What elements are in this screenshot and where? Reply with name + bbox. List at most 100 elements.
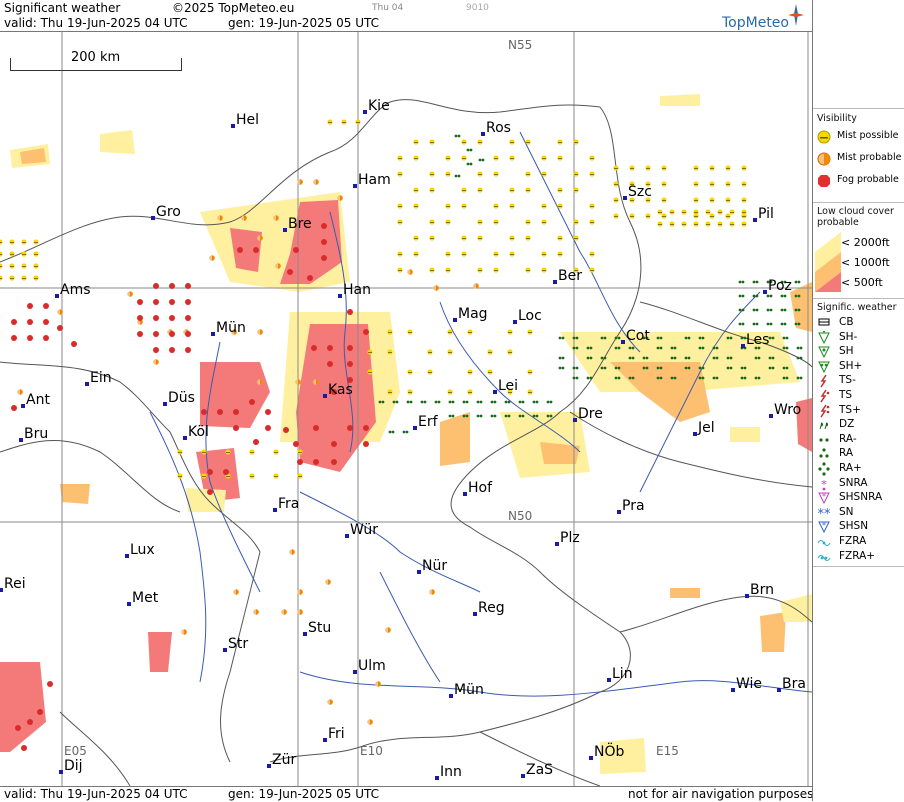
city-label: Pil: [758, 206, 774, 222]
drizzle-symbol: [490, 414, 497, 418]
drizzle-symbol: [392, 400, 399, 404]
mist-symbol: [461, 139, 467, 145]
fog-symbol: [233, 425, 239, 431]
fog-symbol: [169, 331, 175, 337]
mist-symbol: [525, 187, 531, 193]
mist-symbol: [613, 181, 619, 187]
city-marker: [623, 196, 627, 200]
city-marker: [413, 426, 417, 430]
drizzle-symbol: [738, 280, 745, 284]
mist-symbol: [705, 221, 711, 227]
mist-probable-symbol: [367, 719, 373, 725]
city-label: Mag: [458, 306, 488, 322]
drizzle-symbol: [752, 308, 759, 312]
fog-symbol: [313, 425, 319, 431]
city-label: Wür: [350, 522, 378, 538]
weather-map: 200 km N55 N50 E05 E10 E15 Hel Kie Ros Ham S…: [0, 32, 812, 786]
mist-symbol: [725, 197, 731, 203]
low-cloud-area: [760, 612, 786, 652]
drizzle-symbol: [462, 400, 469, 404]
fog-symbol: [363, 329, 369, 335]
drizzle-symbol: [572, 366, 579, 370]
city-label: Szc: [628, 184, 652, 200]
drizzle-symbol: [614, 376, 621, 380]
mist-symbol: [413, 235, 419, 241]
fog-symbol: [185, 283, 191, 289]
mist-symbol: [413, 251, 419, 257]
mist-symbol: [657, 221, 663, 227]
mist-symbol: [201, 449, 207, 455]
rain-icon: [819, 448, 829, 458]
generated-time: gen: 19-Jun-2025 05 UTC: [228, 16, 380, 30]
city-marker: [231, 124, 235, 128]
drizzle-symbol: [754, 356, 761, 360]
mist-probable-symbol: [407, 269, 413, 275]
mist-probable-symbol: [297, 609, 303, 615]
fog-symbol: [27, 335, 33, 341]
fog-symbol: [233, 409, 239, 415]
mist-symbol: [461, 235, 467, 241]
mist-symbol: [493, 203, 499, 209]
drizzle-symbol: [656, 346, 663, 350]
mist-probable-symbol: [17, 389, 23, 395]
mist-symbol: [629, 197, 635, 203]
mist-symbol: [467, 389, 473, 395]
drizzle-symbol: [378, 400, 385, 404]
fog-symbol: [327, 361, 333, 367]
mist-symbol: [249, 473, 255, 479]
city-label: Zür: [272, 752, 297, 768]
mist-probable-symbol: [257, 379, 263, 385]
city-marker: [777, 688, 781, 692]
svg-text:**: **: [818, 507, 832, 520]
city-label: Hof: [468, 480, 493, 496]
fog-symbol: [15, 725, 21, 731]
fog-symbol: [185, 299, 191, 305]
city-marker: [553, 280, 557, 284]
drizzle-symbol: [782, 346, 789, 350]
mist-symbol: [427, 349, 433, 355]
drizzle-symbol: [768, 366, 775, 370]
fog-symbol: [293, 441, 299, 447]
mist-symbol: [613, 165, 619, 171]
legend-panel: Visibility Mist possible Mist probable F…: [812, 0, 904, 801]
drizzle-symbol: [698, 336, 705, 340]
shower-icon: [818, 346, 830, 359]
mist-symbol: [557, 203, 563, 209]
mist-probable-symbol: [375, 681, 381, 687]
fog-symbol: [201, 409, 207, 415]
legend-sigwx-label: RA+: [839, 462, 862, 474]
mist-symbol: [729, 209, 735, 215]
city-label: Ber: [558, 268, 582, 284]
fog-symbol: [347, 377, 353, 383]
low-cloud-2000: < 2000ft: [841, 236, 890, 249]
drizzle-symbol: [768, 336, 775, 340]
low-cloud-gradient: [815, 232, 841, 292]
city-label: Nür: [422, 558, 448, 574]
mist-symbol: [509, 187, 515, 193]
mist-symbol: [429, 171, 435, 177]
mist-symbol: [527, 389, 533, 395]
city-label: Bra: [782, 676, 806, 692]
fog-symbol: [347, 361, 353, 367]
shower-snow-rain-icon: *: [818, 492, 830, 505]
drizzle-symbol: [614, 366, 621, 370]
fog-symbol: [207, 469, 213, 475]
mist-probable-symbol: [273, 215, 279, 221]
mist-symbol: [709, 165, 715, 171]
mist-probable-symbol: [233, 589, 239, 595]
city-label: ZaS: [526, 762, 554, 778]
grid-label-e10: E10: [360, 744, 383, 758]
mist-symbol: [387, 349, 393, 355]
fog-symbol: [43, 335, 49, 341]
drizzle-symbol: [782, 366, 789, 370]
drizzle-symbol: [586, 346, 593, 350]
drizzle-symbol: [698, 366, 705, 370]
city-label: Fri: [328, 726, 345, 742]
mist-probable-symbol: [281, 609, 287, 615]
fog-symbol: [297, 459, 303, 465]
drizzle-symbol: [766, 280, 773, 284]
mist-probable-symbol: [337, 195, 343, 201]
city-marker: [0, 588, 3, 592]
city-label: NÖb: [594, 744, 625, 760]
mist-probable-symbol: [385, 627, 391, 633]
